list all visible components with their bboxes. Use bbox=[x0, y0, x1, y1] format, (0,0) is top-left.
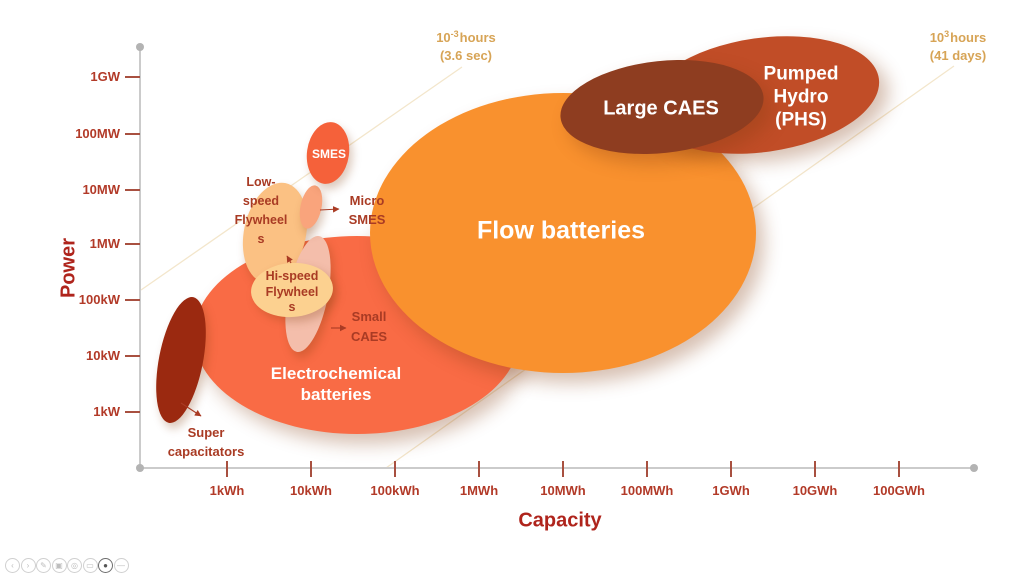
x-tick-label-100mwh: 100MWh bbox=[620, 483, 674, 498]
y-tick bbox=[125, 243, 140, 245]
y-tick-label-1mw: 1MW bbox=[89, 236, 120, 251]
x-tick bbox=[730, 461, 732, 477]
next-slide-button[interactable]: › bbox=[20, 558, 36, 573]
y-tick bbox=[125, 299, 140, 301]
y-tick bbox=[125, 355, 140, 357]
x-axis-title: Capacity bbox=[518, 509, 602, 532]
y-axis-end-dot bbox=[136, 43, 144, 51]
y-tick-label-10kw: 10kW bbox=[86, 348, 120, 363]
duration-label-slow: 103hours (41 days) bbox=[929, 28, 987, 64]
x-tick-label-10mwh: 10MWh bbox=[540, 483, 586, 498]
flow-batteries-label: Flow batteries bbox=[476, 216, 646, 245]
y-tick bbox=[125, 189, 140, 191]
y-axis-line bbox=[139, 47, 141, 468]
screen-icon[interactable]: ▭ bbox=[82, 558, 98, 573]
x-tick-label-1gwh: 1GWh bbox=[712, 483, 750, 498]
x-axis-end-dot bbox=[970, 464, 978, 472]
small-caes-label: Small CAES bbox=[350, 309, 388, 344]
micro-smes-arrow bbox=[319, 206, 340, 213]
x-tick bbox=[814, 461, 816, 477]
x-tick-label-10gwh: 10GWh bbox=[792, 483, 838, 498]
zoom-icon[interactable]: ◎ bbox=[67, 558, 82, 573]
origin-dot bbox=[136, 464, 144, 472]
electrochemical-batteries-label: Electrochemical batteries bbox=[270, 364, 402, 404]
y-tick-label-100mw: 100MW bbox=[75, 126, 120, 141]
duration-label-fast: 10-3hours (3.6 sec) bbox=[436, 28, 496, 64]
y-axis-title: Power bbox=[57, 237, 80, 299]
x-tick bbox=[226, 461, 228, 477]
x-tick bbox=[394, 461, 396, 477]
x-axis-line bbox=[140, 467, 975, 469]
edit-icon[interactable]: ✎ bbox=[36, 558, 51, 573]
y-tick bbox=[125, 411, 140, 413]
x-tick-label-1kwh: 1kWh bbox=[209, 483, 245, 498]
x-tick bbox=[646, 461, 648, 477]
previous-slide-button[interactable]: ‹ bbox=[5, 558, 20, 573]
micro-smes-label: Micro SMES bbox=[348, 193, 386, 227]
y-tick-label-100kw: 100kW bbox=[78, 292, 120, 307]
camera-icon[interactable]: ▣ bbox=[51, 558, 67, 573]
y-tick-label-10mw: 10MW bbox=[82, 182, 120, 197]
x-tick bbox=[478, 461, 480, 477]
y-tick bbox=[125, 133, 140, 135]
x-tick bbox=[310, 461, 312, 477]
x-tick-label-1mwh: 1MWh bbox=[459, 483, 499, 498]
low-speed-flywheels-label: Low- speed Flywheel s bbox=[234, 175, 288, 246]
y-tick bbox=[125, 76, 140, 78]
presentation-toolbar: ‹ › ✎ ▣ ◎ ▭ ● — bbox=[5, 558, 129, 573]
collapse-toolbar-button[interactable]: — bbox=[113, 558, 129, 573]
large-caes-label: Large CAES bbox=[603, 97, 719, 120]
y-tick-label-1gw: 1GW bbox=[90, 69, 120, 84]
x-tick bbox=[898, 461, 900, 477]
smes-label: SMES bbox=[311, 147, 347, 161]
y-tick-label-1kw: 1kW bbox=[93, 404, 120, 419]
super-capacitors-label: Super capacitators bbox=[167, 425, 245, 459]
x-tick-label-10kwh: 10kWh bbox=[290, 483, 332, 498]
x-tick bbox=[562, 461, 564, 477]
micro-smes-bubble bbox=[296, 183, 326, 231]
x-tick-label-100gwh: 100GWh bbox=[872, 483, 925, 498]
x-tick-label-100kwh: 100kWh bbox=[370, 483, 420, 498]
hi-speed-flywheels-label: Hi-speed Flywheel s bbox=[265, 268, 319, 314]
record-icon[interactable]: ● bbox=[98, 558, 113, 573]
pumped-hydro-label: Pumped Hydro (PHS) bbox=[763, 63, 839, 131]
